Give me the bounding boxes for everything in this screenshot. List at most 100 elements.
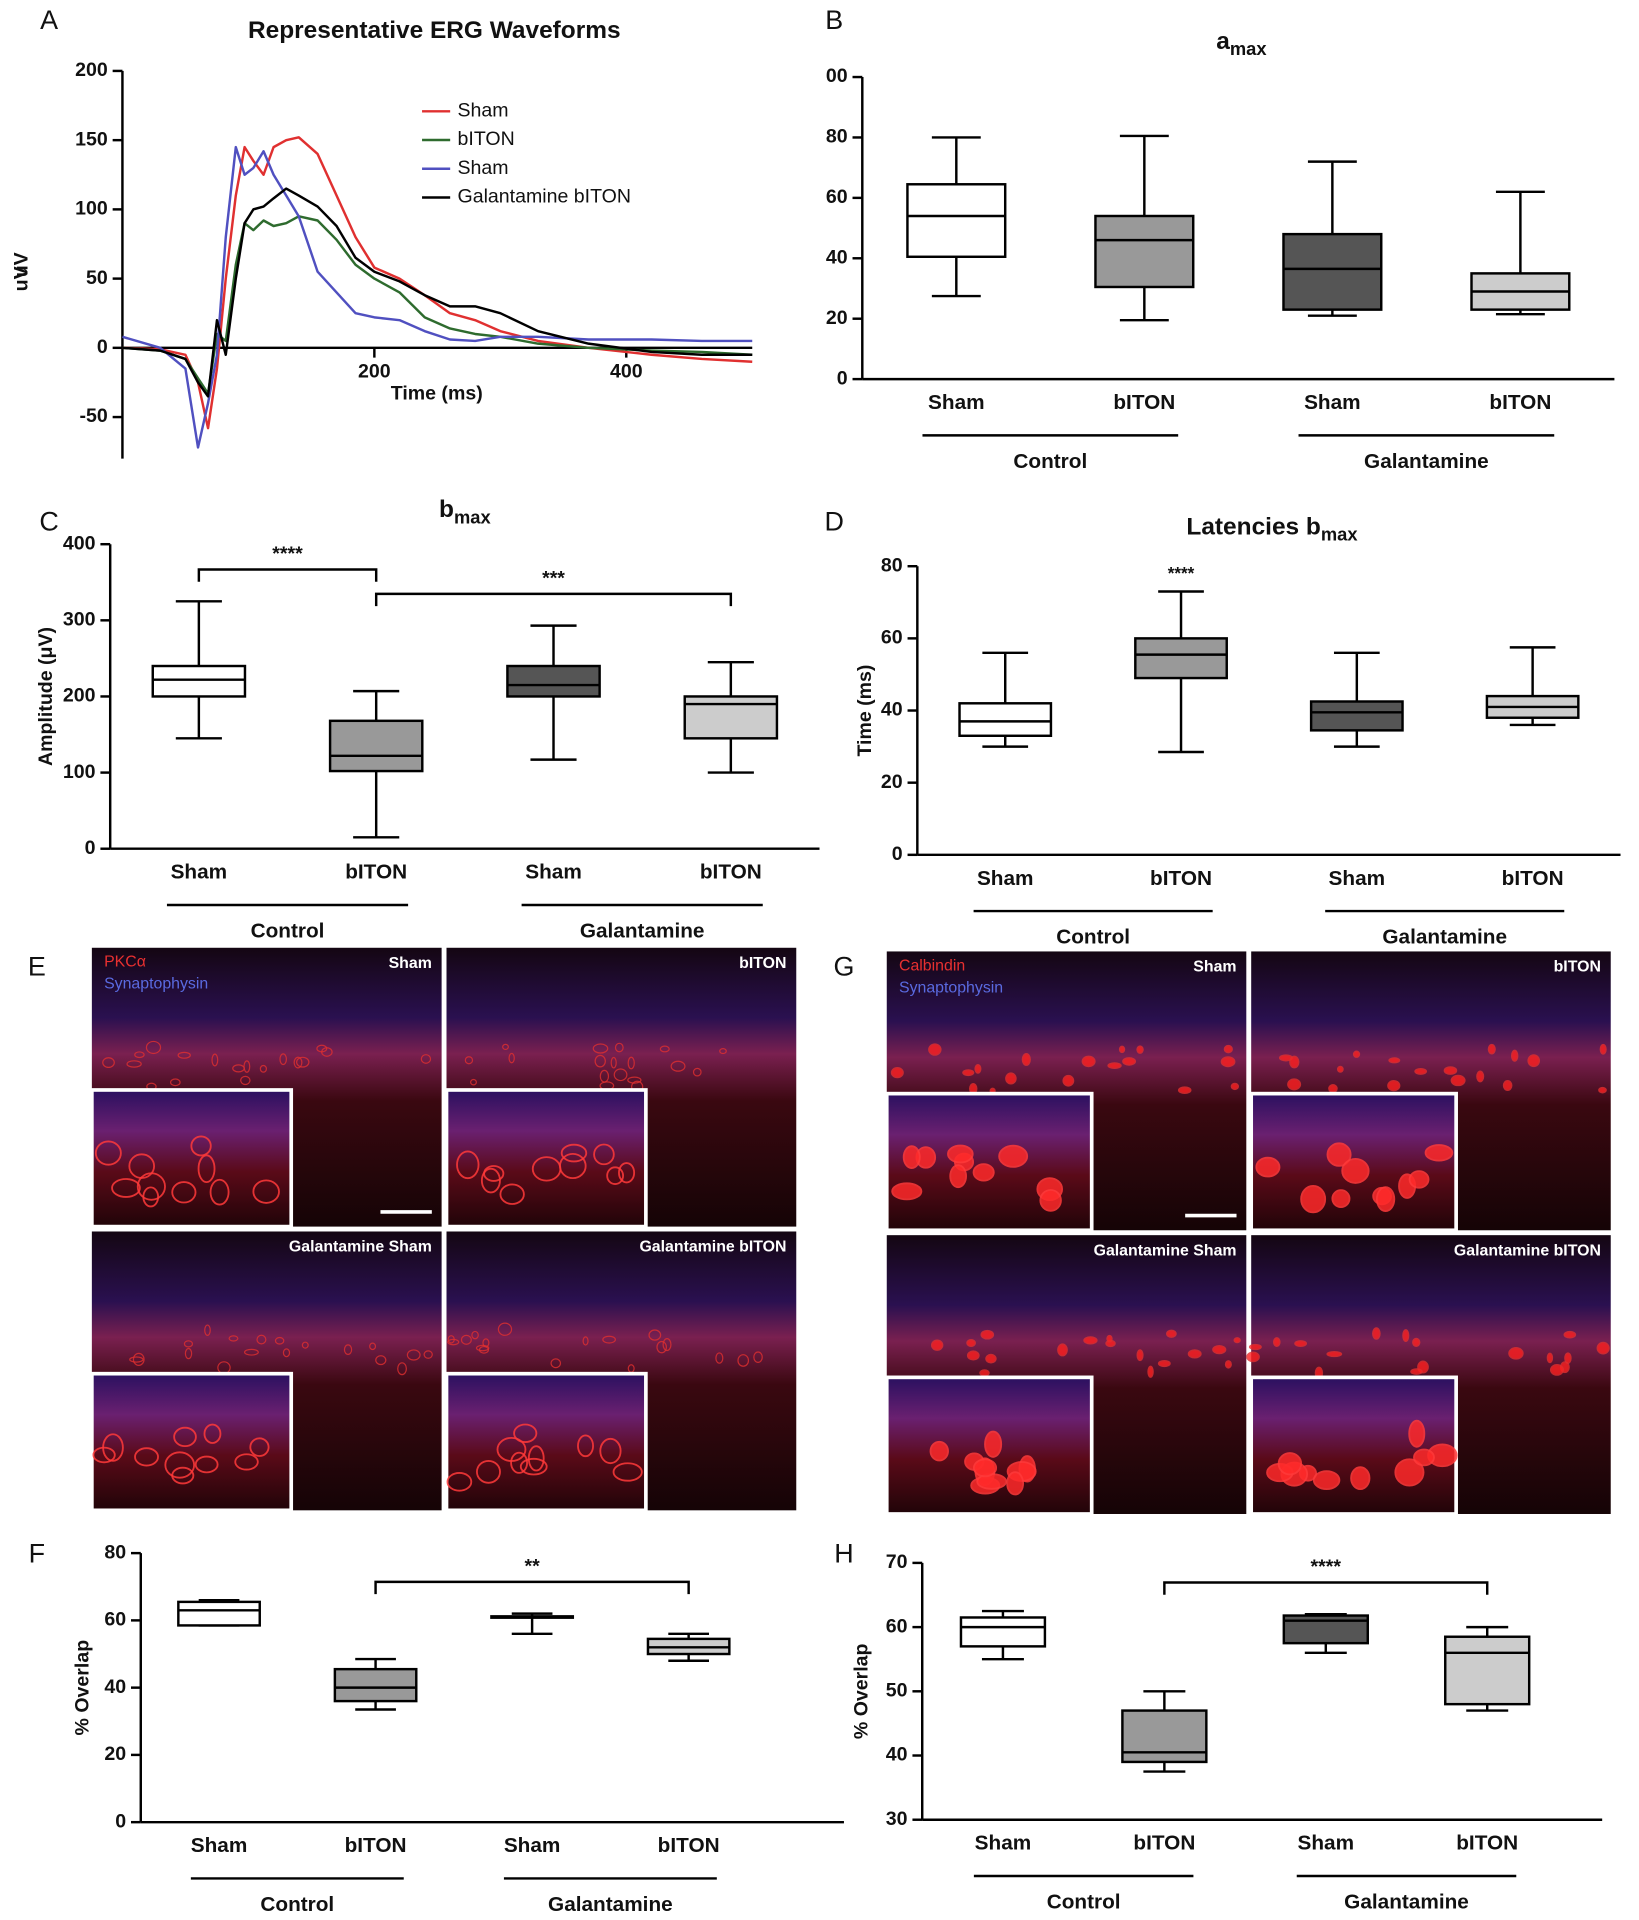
x-tick-label: bITON bbox=[1502, 867, 1564, 890]
cell bbox=[1136, 1045, 1144, 1054]
micrograph-label: Sham bbox=[389, 955, 432, 972]
y-tick-label: 50 bbox=[86, 267, 108, 289]
cell bbox=[966, 1350, 980, 1361]
x-tick-label: bITON bbox=[658, 1834, 720, 1857]
inset-cell bbox=[891, 1182, 923, 1201]
y-tick-label: 0 bbox=[97, 336, 108, 358]
y-tick-label: 80 bbox=[881, 554, 903, 576]
group-label: Galantamine bbox=[1364, 450, 1489, 473]
inset-cell bbox=[612, 1462, 643, 1482]
chart-title: bmax bbox=[439, 497, 491, 528]
cell bbox=[256, 1334, 267, 1345]
cell bbox=[1220, 1056, 1236, 1068]
x-tick-label: Sham bbox=[977, 867, 1034, 890]
y-tick-label: 20 bbox=[826, 307, 848, 329]
significance: **** bbox=[272, 543, 303, 565]
cell bbox=[1005, 1072, 1017, 1085]
y-tick-label: 0 bbox=[115, 1810, 126, 1832]
cell bbox=[1233, 1337, 1241, 1344]
cell bbox=[183, 1340, 194, 1348]
cell bbox=[475, 1344, 490, 1352]
cell bbox=[228, 1335, 239, 1342]
cell bbox=[1487, 1043, 1496, 1055]
cell bbox=[420, 1054, 432, 1064]
inset-cell bbox=[1312, 1470, 1341, 1490]
box bbox=[333, 1667, 418, 1703]
inset-cell bbox=[476, 1459, 501, 1484]
inset-cell bbox=[1350, 1466, 1371, 1490]
micrograph-label: Galantamine bITON bbox=[639, 1239, 786, 1256]
box bbox=[906, 183, 1007, 258]
panel-letter: A bbox=[40, 5, 58, 35]
cell bbox=[1136, 1349, 1144, 1362]
y-tick-label: 400 bbox=[63, 532, 96, 554]
cell bbox=[719, 1048, 727, 1055]
cell bbox=[1546, 1352, 1554, 1364]
inset-cell bbox=[194, 1455, 219, 1474]
y-axis-label: uV bbox=[10, 266, 32, 291]
title-sub: max bbox=[1321, 523, 1358, 544]
chart-title: Representative ERG Waveforms bbox=[248, 17, 621, 44]
cell bbox=[1510, 1049, 1519, 1062]
cell bbox=[930, 1339, 944, 1351]
cell bbox=[1246, 1351, 1260, 1363]
micrograph-label: bITON bbox=[1554, 959, 1601, 976]
cell bbox=[1081, 1055, 1096, 1068]
x-tick-label: 400 bbox=[610, 360, 643, 382]
title-text: Latencies b bbox=[1186, 514, 1320, 541]
box bbox=[958, 702, 1053, 737]
inset-cell bbox=[173, 1426, 197, 1448]
inset-cell bbox=[531, 1156, 562, 1182]
y-tick-label: 200 bbox=[63, 685, 96, 707]
y-tick-label: 150 bbox=[75, 128, 108, 150]
cell bbox=[369, 1342, 377, 1351]
y-tick-label: 30 bbox=[886, 1808, 908, 1830]
cell bbox=[1166, 1329, 1177, 1338]
cell bbox=[1412, 1337, 1421, 1347]
inset-cell bbox=[1300, 1184, 1327, 1214]
inset-cell bbox=[197, 1154, 216, 1184]
inset-cell bbox=[142, 1186, 160, 1208]
significance: ** bbox=[525, 1555, 541, 1577]
inset-cell bbox=[947, 1144, 974, 1164]
x-tick-label: 200 bbox=[358, 360, 391, 382]
y-axis-label: Time (ms) bbox=[854, 665, 876, 757]
y-tick-label: 20 bbox=[104, 1743, 126, 1765]
stain-label: Synaptophysin bbox=[104, 976, 208, 993]
cell bbox=[1021, 1053, 1031, 1066]
cell bbox=[979, 1369, 990, 1377]
inset-cell bbox=[1331, 1189, 1351, 1208]
significance-bracket bbox=[374, 592, 733, 607]
cell bbox=[1402, 1329, 1410, 1342]
x-tick-label: bITON bbox=[1113, 391, 1175, 414]
inset-cell bbox=[164, 1451, 196, 1479]
cell bbox=[614, 1042, 624, 1053]
cell bbox=[1372, 1327, 1381, 1340]
cell bbox=[974, 1063, 982, 1074]
cell bbox=[502, 1043, 509, 1051]
inset-cell bbox=[618, 1162, 636, 1184]
cell bbox=[1352, 1050, 1361, 1058]
cell bbox=[1122, 1057, 1137, 1066]
cell bbox=[1057, 1343, 1068, 1357]
cell bbox=[890, 1067, 904, 1079]
x-tick-label: bITON bbox=[700, 861, 762, 884]
inset-cell bbox=[902, 1145, 921, 1169]
cell bbox=[1177, 1086, 1192, 1095]
y-tick-label: 100 bbox=[63, 761, 96, 783]
cell bbox=[177, 1051, 191, 1059]
inset-cell bbox=[593, 1143, 615, 1166]
inset-cell bbox=[972, 1458, 998, 1478]
chart-title: amax bbox=[1216, 28, 1267, 59]
panel-letter: F bbox=[29, 1539, 45, 1569]
box bbox=[328, 719, 424, 773]
cell bbox=[1224, 1360, 1232, 1369]
cell bbox=[1062, 1074, 1075, 1087]
cell bbox=[470, 1078, 477, 1086]
cell bbox=[1212, 1345, 1227, 1355]
inset-cell bbox=[1375, 1186, 1396, 1212]
cell bbox=[592, 1043, 609, 1054]
cell bbox=[295, 1056, 310, 1068]
inset-cell bbox=[92, 1446, 116, 1464]
inset-cell bbox=[929, 1440, 949, 1462]
